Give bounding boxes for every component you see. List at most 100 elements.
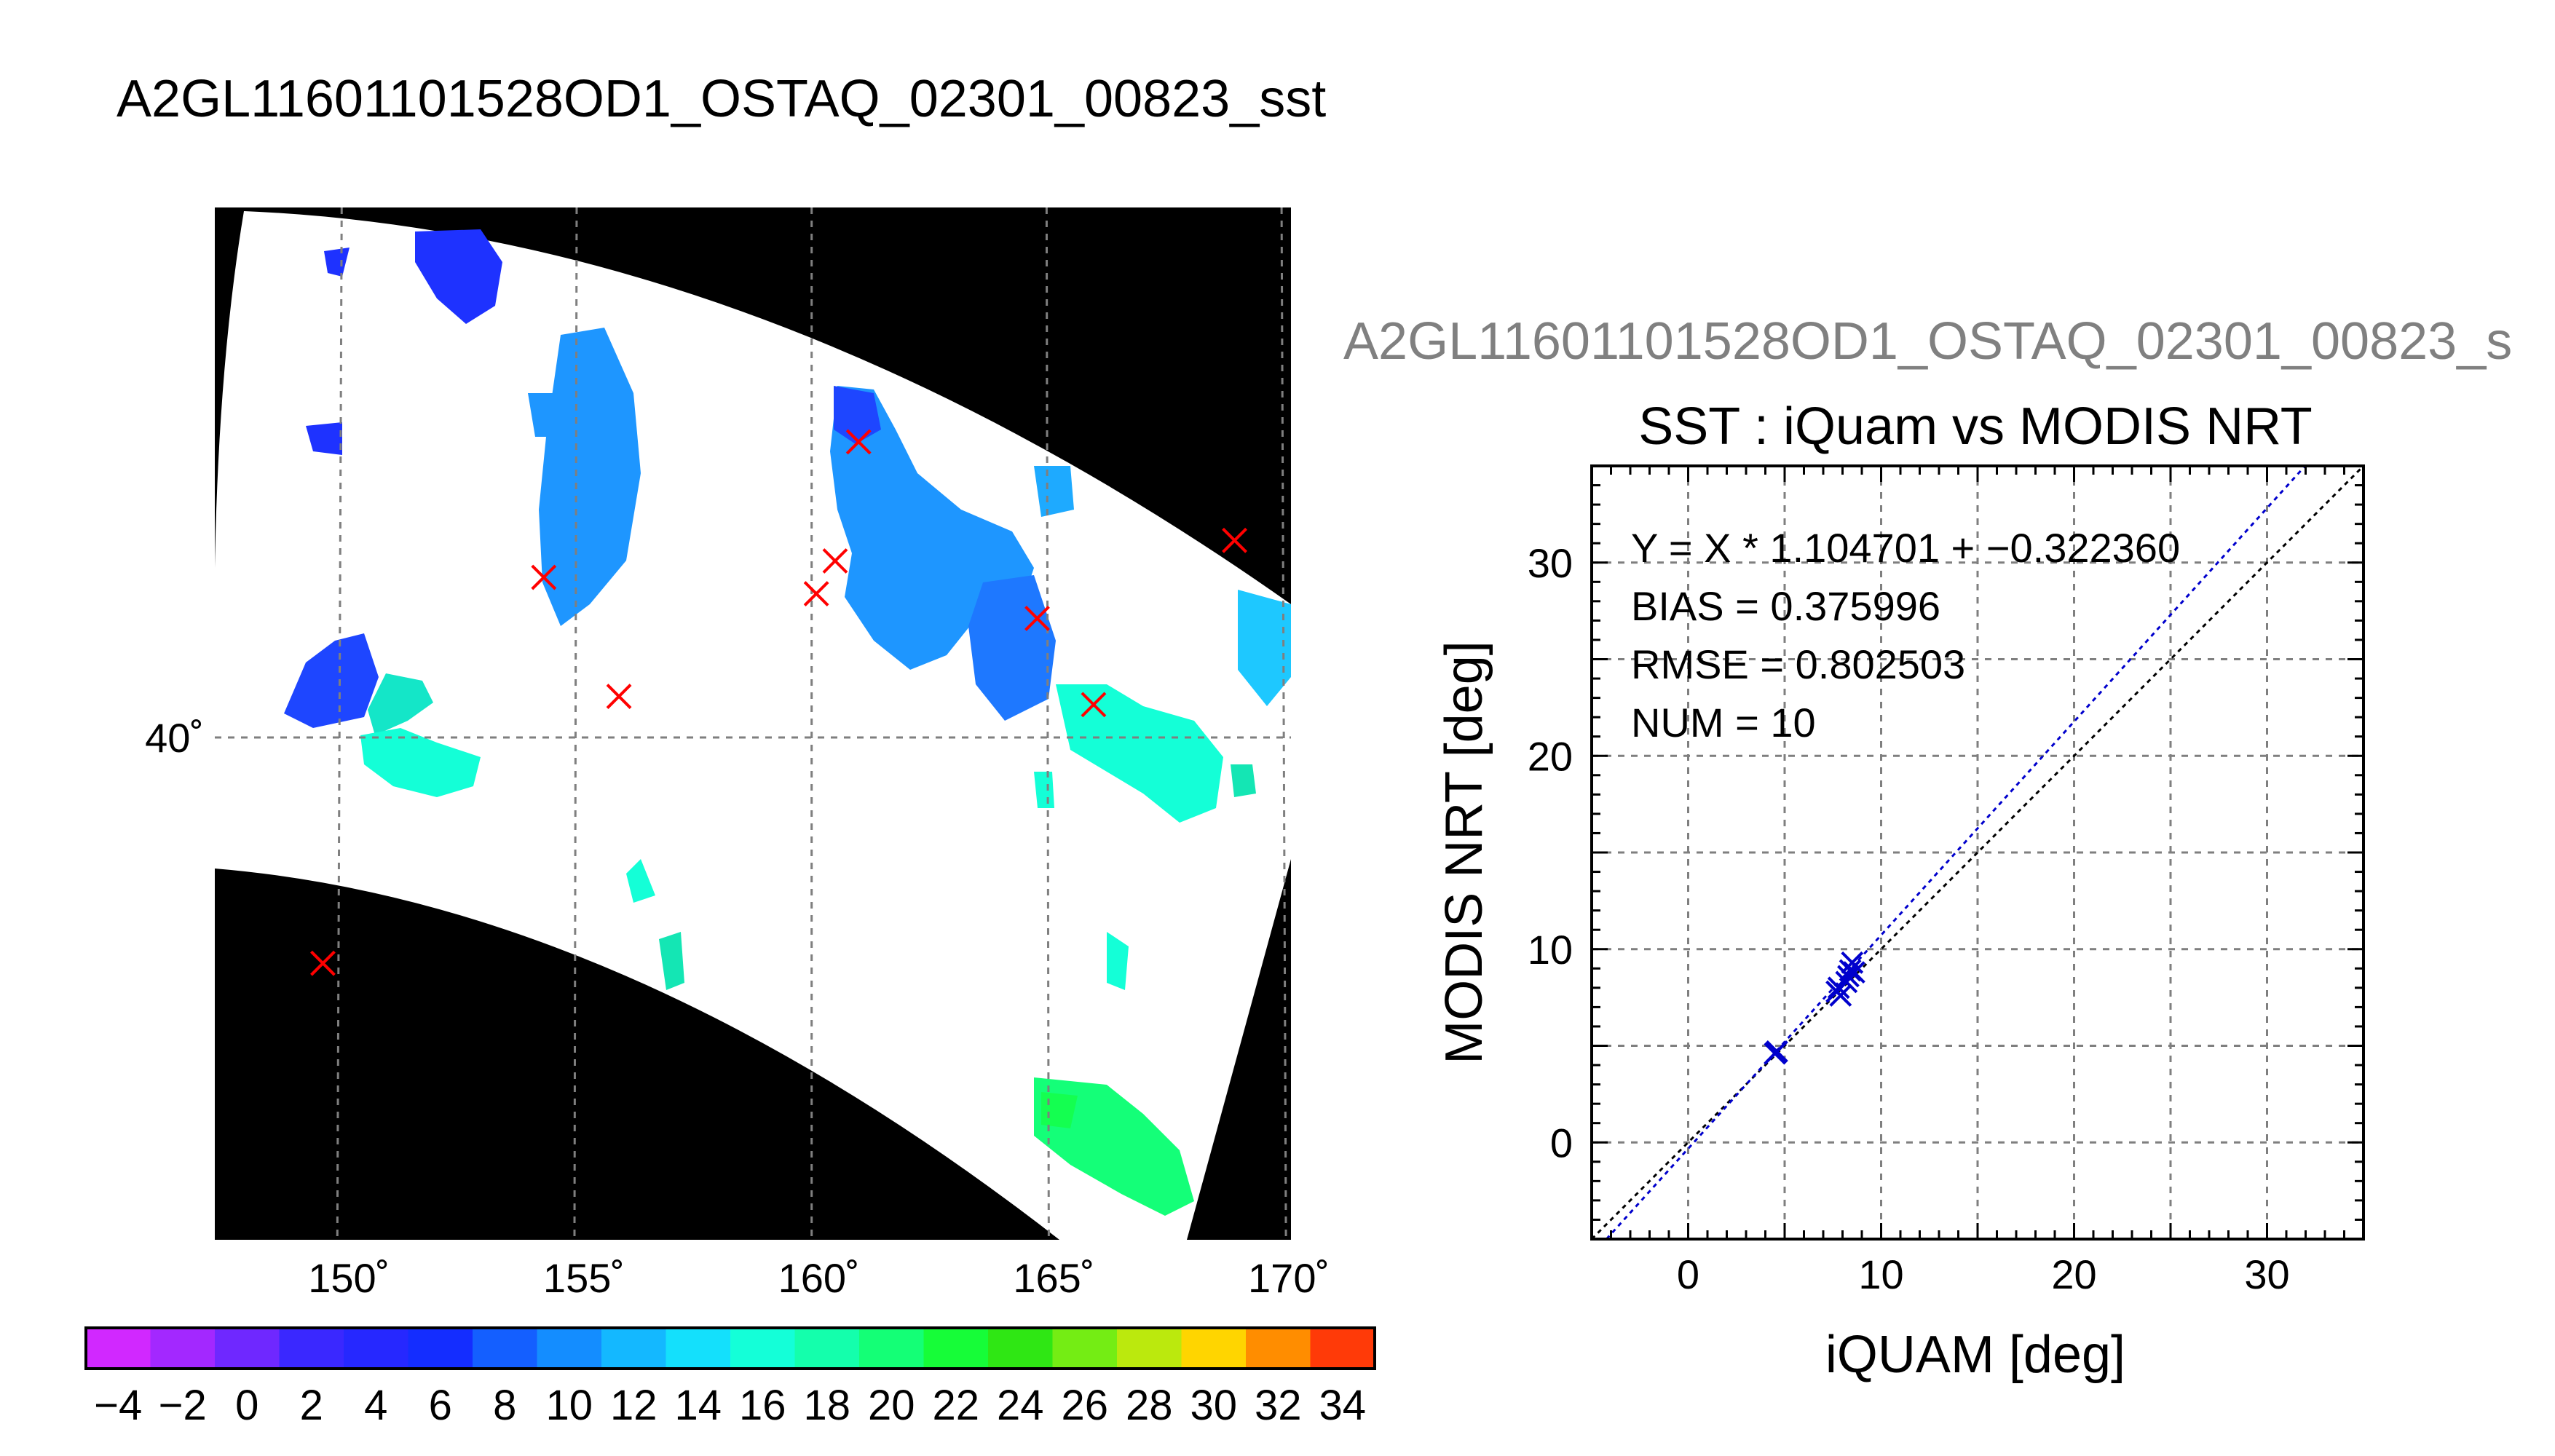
scatter-annotation: BIAS = 0.375996 — [1631, 583, 1940, 629]
matchup-marker — [531, 564, 557, 590]
colorbar-label: −4 — [94, 1382, 142, 1429]
scatter-lines — [1590, 464, 2365, 1241]
colorbar-bin — [988, 1328, 1053, 1369]
scatter-plot: SST : iQuam vs MODIS NRT 0 10 20 30 0 10 20 30… — [1435, 397, 2365, 1384]
scatter-ticks — [1590, 464, 2365, 1241]
colorbar-labels: −4 −2 0 2 4 6 8 10 12 14 16 18 20 22 24 26 28 30 32 34 — [94, 1382, 1366, 1429]
sst-map: 150˚ 155˚ 160˚ 165˚ 170˚ 40˚ — [145, 207, 1330, 1301]
matchup-marker — [310, 950, 336, 976]
colorbar-bin — [1181, 1328, 1247, 1369]
colorbar-bin — [150, 1328, 216, 1369]
map-swath — [215, 211, 1291, 1240]
colorbar-label: 12 — [610, 1382, 657, 1429]
colorbar-label: 24 — [997, 1382, 1044, 1429]
colorbar-label: 28 — [1126, 1382, 1173, 1429]
colorbar-bin — [601, 1328, 666, 1369]
scatter-annotation: RMSE = 0.802503 — [1631, 641, 1965, 687]
scatter-gridlines — [1592, 466, 2364, 1239]
scatter-point — [1765, 1040, 1788, 1063]
scatter-annotation: NUM = 10 — [1631, 700, 1816, 745]
matchup-marker — [606, 684, 632, 710]
scatter-xtick-label: 20 — [2051, 1251, 2096, 1297]
map-lon-gridline — [1280, 207, 1287, 1241]
colorbar-label: 18 — [803, 1382, 850, 1429]
colorbar-label: 10 — [545, 1382, 593, 1429]
scatter-x-tick-labels: 0 10 20 30 — [1677, 1251, 2290, 1297]
colorbar — [84, 1326, 1376, 1370]
colorbar-bin — [923, 1328, 989, 1369]
colorbar-label: 0 — [235, 1382, 258, 1429]
colorbar-label: 8 — [493, 1382, 516, 1429]
colorbar-bin — [666, 1328, 731, 1369]
colorbar-bin — [1246, 1328, 1311, 1369]
scatter-ylabel: MODIS NRT [deg] — [1435, 641, 1493, 1064]
colorbar-label: 4 — [364, 1382, 387, 1429]
colorbar-bin — [1310, 1328, 1375, 1369]
identity-line — [1590, 464, 2365, 1241]
map-lon-label: 170˚ — [1248, 1255, 1330, 1301]
scatter-ytick-label: 30 — [1528, 540, 1573, 586]
matchup-marker — [1222, 527, 1247, 553]
map-lon-label: 150˚ — [308, 1255, 390, 1301]
map-gridlines — [215, 207, 1291, 1241]
colorbar-bin — [1052, 1328, 1118, 1369]
map-lon-label: 155˚ — [543, 1255, 625, 1301]
colorbar-label: 34 — [1319, 1382, 1366, 1429]
scatter-ytick-label: 0 — [1550, 1120, 1573, 1166]
scatter-ytick-label: 20 — [1528, 733, 1573, 779]
scatter-points — [1764, 951, 1865, 1065]
map-lon-gridline — [336, 207, 343, 1241]
scatter-ytick-label: 10 — [1528, 927, 1573, 973]
map-lon-gridline — [573, 207, 578, 1241]
map-lat-label: 40˚ — [145, 715, 204, 761]
colorbar-label: 22 — [932, 1382, 979, 1429]
fit-line — [1606, 464, 2306, 1241]
matchup-marker — [845, 429, 872, 455]
colorbar-frame — [84, 1326, 1376, 1370]
colorbar-label: 20 — [868, 1382, 915, 1429]
colorbar-bin — [537, 1328, 602, 1369]
colorbar-bin — [279, 1328, 344, 1369]
colorbar-label: 30 — [1190, 1382, 1237, 1429]
scatter-annotation: Y = X * 1.104701 + −0.322360 — [1631, 525, 2180, 571]
map-lon-labels: 150˚ 155˚ 160˚ 165˚ 170˚ — [308, 1255, 1330, 1301]
colorbar-bin — [408, 1328, 473, 1369]
colorbar-label: 32 — [1255, 1382, 1302, 1429]
scatter-header: A2GL11601101528OD1_OSTAQ_02301_00823_s — [1343, 312, 2513, 371]
scatter-annotations: Y = X * 1.104701 + −0.322360 BIAS = 0.375… — [1631, 525, 2180, 745]
scatter-title: SST : iQuam vs MODIS NRT — [1638, 397, 2313, 456]
colorbar-label: 6 — [429, 1382, 452, 1429]
matchup-marker — [1024, 606, 1050, 631]
colorbar-bin — [730, 1328, 795, 1369]
scatter-y-tick-labels: 0 10 20 30 — [1528, 540, 1573, 1166]
colorbar-bin — [1117, 1328, 1182, 1369]
sst-patches — [284, 229, 1291, 1216]
map-lat-labels: 40˚ — [145, 715, 204, 761]
scatter-xtick-label: 0 — [1677, 1251, 1699, 1297]
matchup-marker — [803, 581, 829, 607]
colorbar-label: 26 — [1061, 1382, 1108, 1429]
colorbar-bin — [859, 1328, 924, 1369]
colorbar-label: 2 — [300, 1382, 323, 1429]
colorbar-bin — [794, 1328, 860, 1369]
matchup-markers — [310, 429, 1247, 976]
map-lon-gridline — [1045, 207, 1050, 1241]
scatter-point — [1842, 961, 1865, 984]
colorbar-label: 14 — [674, 1382, 722, 1429]
scatter-xlabel: iQUAM [deg] — [1825, 1326, 2125, 1384]
map-title: A2GL11601101528OD1_OSTAQ_02301_00823_sst — [117, 70, 1327, 128]
colorbar-bin — [215, 1328, 280, 1369]
colorbar-label: −2 — [159, 1382, 207, 1429]
scatter-xtick-label: 30 — [2244, 1251, 2289, 1297]
scatter-point — [1829, 984, 1852, 1007]
map-lon-label: 165˚ — [1013, 1255, 1094, 1301]
scatter-xtick-label: 10 — [1858, 1251, 1903, 1297]
map-lon-label: 160˚ — [778, 1255, 860, 1301]
colorbar-bin — [473, 1328, 537, 1369]
matchup-marker — [1081, 692, 1107, 718]
colorbar-bin — [86, 1328, 151, 1369]
colorbar-label: 16 — [739, 1382, 786, 1429]
matchup-marker — [822, 548, 848, 574]
